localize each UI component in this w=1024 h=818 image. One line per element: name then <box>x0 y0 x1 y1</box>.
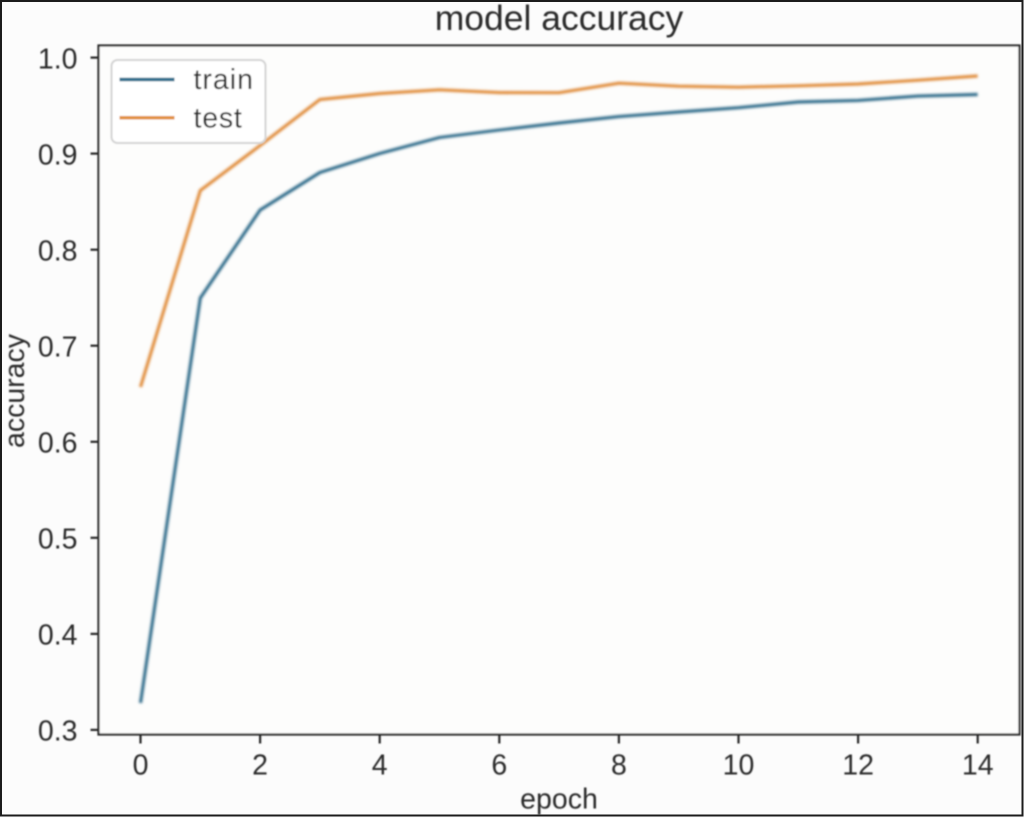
svg-text:4: 4 <box>372 750 388 782</box>
svg-text:epoch: epoch <box>520 784 598 816</box>
svg-text:0.8: 0.8 <box>38 236 78 268</box>
svg-text:train: train <box>194 64 254 96</box>
svg-text:2: 2 <box>252 750 268 782</box>
svg-text:0.9: 0.9 <box>38 139 78 171</box>
svg-text:accuracy: accuracy <box>0 333 31 448</box>
svg-text:6: 6 <box>491 750 507 782</box>
svg-text:1.0: 1.0 <box>38 43 78 75</box>
svg-text:0.3: 0.3 <box>38 716 78 748</box>
svg-text:8: 8 <box>611 750 627 782</box>
svg-text:0.4: 0.4 <box>38 620 78 652</box>
svg-text:0.7: 0.7 <box>38 332 78 364</box>
svg-text:0.6: 0.6 <box>38 428 78 460</box>
svg-text:0: 0 <box>133 750 149 782</box>
svg-text:14: 14 <box>962 750 994 782</box>
svg-text:model accuracy: model accuracy <box>435 0 684 38</box>
svg-text:10: 10 <box>723 750 755 782</box>
svg-text:12: 12 <box>842 750 874 782</box>
svg-text:test: test <box>194 102 243 134</box>
svg-text:0.5: 0.5 <box>38 524 78 556</box>
